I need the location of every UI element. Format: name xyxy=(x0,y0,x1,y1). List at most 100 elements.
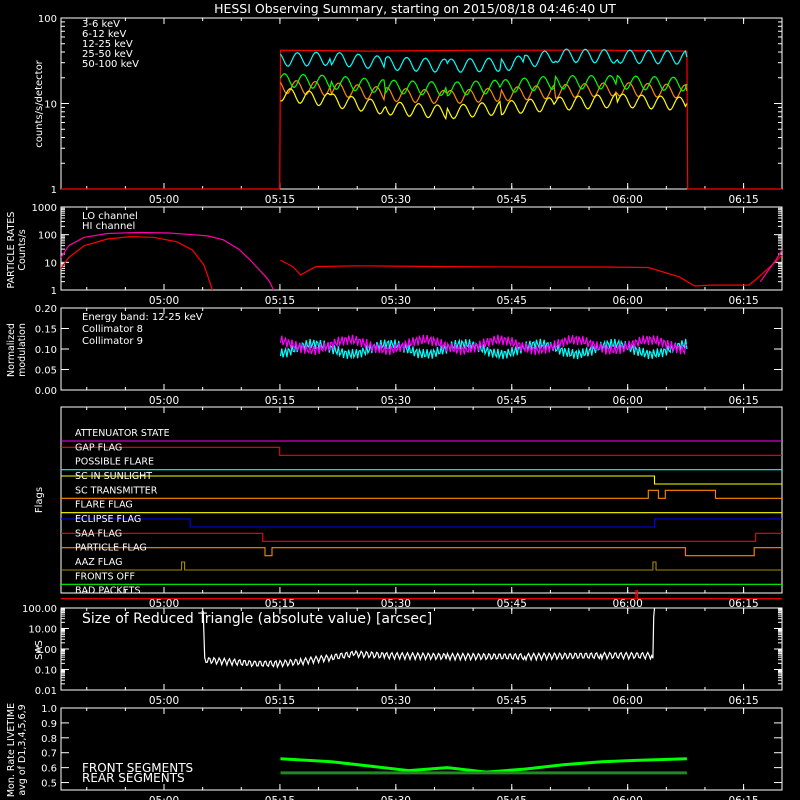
flag-label: BAD PACKETS xyxy=(75,586,141,597)
panel-6: 05:00 05:15 05:30 05:45 06:00 06:15 0.5 0.6 0.7 0… xyxy=(6,703,783,800)
flag-label: SC IN SUNLIGHT xyxy=(75,471,152,482)
y-tick-label: 10.00 xyxy=(28,625,57,636)
y-axis-label: Mon. Rate LIVETIMEavg of D1,3,4,5,6,9 xyxy=(6,703,28,797)
x-tick-label: 05:00 xyxy=(149,194,179,206)
y-tick-label: 1000 xyxy=(32,203,57,214)
x-tick-label: 05:30 xyxy=(381,695,411,707)
legend-entry: REAR SEGMENTS xyxy=(82,771,185,785)
flag-label: SC TRANSMITTER xyxy=(75,485,158,496)
x-tick-label: 06:15 xyxy=(728,795,758,800)
series-collimator-8 xyxy=(279,338,688,361)
x-tick-label: 05:45 xyxy=(497,194,527,206)
y-axis-label: PARTICLE RATESCounts/s xyxy=(6,212,28,289)
flag-trace xyxy=(61,489,782,499)
legend-entry: 12-25 keV xyxy=(82,39,133,50)
series-12-25-kev xyxy=(280,88,688,121)
y-tick-label: 0.7 xyxy=(41,749,57,760)
series-hi-channel xyxy=(60,231,275,291)
y-tick-label: 0.00 xyxy=(35,386,57,397)
x-tick-label: 05:30 xyxy=(381,395,411,407)
legend-entry: 3-6 keV xyxy=(82,19,120,30)
x-tick-label: 05:00 xyxy=(149,598,179,610)
legend-entry: FRONT SEGMENTS xyxy=(82,761,193,775)
y-tick-label: 0.10 xyxy=(35,666,57,677)
series-front-segments xyxy=(280,757,687,774)
series-3-6-kev xyxy=(61,49,782,190)
y-tick-label: 1 xyxy=(51,286,57,297)
x-tick-label: 06:15 xyxy=(728,695,758,707)
x-tick-label: 06:15 xyxy=(728,598,758,610)
y-tick-label: 0.10 xyxy=(35,345,57,356)
y-axis-label: SAS xyxy=(34,640,45,660)
y-tick-label: 10 xyxy=(44,258,57,269)
annotation: Size of Reduced Triangle (absolute value… xyxy=(82,611,432,627)
flag-trace xyxy=(61,561,782,571)
legend-entry: Collimator 8 xyxy=(82,324,143,335)
y-tick-label: 0.20 xyxy=(35,304,57,315)
legend-entry: Collimator 9 xyxy=(82,336,143,347)
flag-trace xyxy=(61,475,782,485)
series-lo-channel xyxy=(60,235,214,291)
figure-title: HESSI Observing Summary, starting on 201… xyxy=(214,1,616,16)
y-tick-label: 100 xyxy=(38,14,57,25)
panel-4: 05:00 05:15 05:30 05:45 06:00 06:15 Flags ATTEN… xyxy=(34,406,783,610)
x-tick-label: 05:30 xyxy=(381,795,411,800)
x-tick-label: 05:15 xyxy=(265,795,295,800)
flag-trace xyxy=(61,446,782,456)
legend-entry: 6-12 keV xyxy=(82,29,126,40)
y-tick-label: 100 xyxy=(38,231,57,242)
panel-1: 05:00 05:15 05:30 05:45 06:00 06:15 1 10 100 coun… xyxy=(34,14,783,206)
y-tick-label: 1 xyxy=(51,185,57,196)
x-tick-label: 05:00 xyxy=(149,395,179,407)
x-tick-label: 05:15 xyxy=(265,194,295,206)
y-tick-label: 0.9 xyxy=(41,719,57,730)
y-axis-label: Flags xyxy=(34,487,45,513)
x-tick-label: 05:45 xyxy=(497,695,527,707)
flag-label: SAA FLAG xyxy=(75,528,122,539)
x-tick-label: 06:15 xyxy=(728,295,758,307)
panel-3: 05:00 05:15 05:30 05:45 06:00 06:15 0.00 0.05 0.… xyxy=(6,304,783,407)
y-tick-label: 0.01 xyxy=(35,686,57,697)
x-tick-label: 05:00 xyxy=(149,695,179,707)
flag-label: ECLIPSE FLAG xyxy=(75,514,141,525)
flag-label: PARTICLE FLAG xyxy=(75,543,147,554)
x-tick-label: 05:30 xyxy=(381,598,411,610)
x-tick-label: 05:15 xyxy=(265,295,295,307)
y-tick-label: 0.5 xyxy=(41,779,57,790)
legend-entry: 25-50 keV xyxy=(82,49,133,60)
flag-label: POSSIBLE FLARE xyxy=(75,457,154,468)
x-tick-label: 06:00 xyxy=(613,194,643,206)
panel-5: 05:00 05:15 05:30 05:45 06:00 06:15 0.01 0.10 1.… xyxy=(22,604,783,707)
legend-entry: LO channel xyxy=(82,211,138,222)
series-lo-channel xyxy=(280,254,783,287)
panel-2: 05:00 05:15 05:30 05:45 06:00 06:15 1 10 100 1000… xyxy=(6,203,783,307)
y-tick-label: 1.00 xyxy=(35,645,57,656)
x-tick-label: 05:45 xyxy=(497,395,527,407)
y-tick-label: 1.0 xyxy=(41,704,57,715)
flag-label: FRONTS OFF xyxy=(75,571,135,582)
annotation: Energy band: 12-25 keV xyxy=(82,312,203,323)
axes-frame xyxy=(60,406,783,594)
legend-entry: 50-100 keV xyxy=(82,59,139,70)
series-25-50-kev xyxy=(279,73,688,97)
flag-trace xyxy=(61,532,782,542)
x-tick-label: 05:30 xyxy=(381,194,411,206)
x-tick-label: 05:00 xyxy=(149,795,179,800)
flag-label: FLARE FLAG xyxy=(75,500,133,511)
axes-frame xyxy=(60,707,783,791)
y-tick-label: 0.15 xyxy=(35,325,57,336)
y-tick-label: 0.6 xyxy=(41,764,57,775)
x-tick-label: 06:00 xyxy=(613,795,643,800)
flag-label: GAP FLAG xyxy=(75,442,122,453)
y-axis-label: Normalizedmodulation xyxy=(6,323,28,377)
flag-trace xyxy=(61,590,782,600)
flag-label: ATTENUATOR STATE xyxy=(75,428,170,439)
y-axis-label: counts/s/detector xyxy=(34,59,45,147)
series-trace xyxy=(201,607,656,669)
y-tick-label: 100.00 xyxy=(22,604,57,615)
legend-entry: HI channel xyxy=(82,221,135,232)
x-tick-label: 05:15 xyxy=(265,395,295,407)
series-50-100-kev xyxy=(279,48,688,73)
flag-label: AAZ FLAG xyxy=(75,557,122,568)
